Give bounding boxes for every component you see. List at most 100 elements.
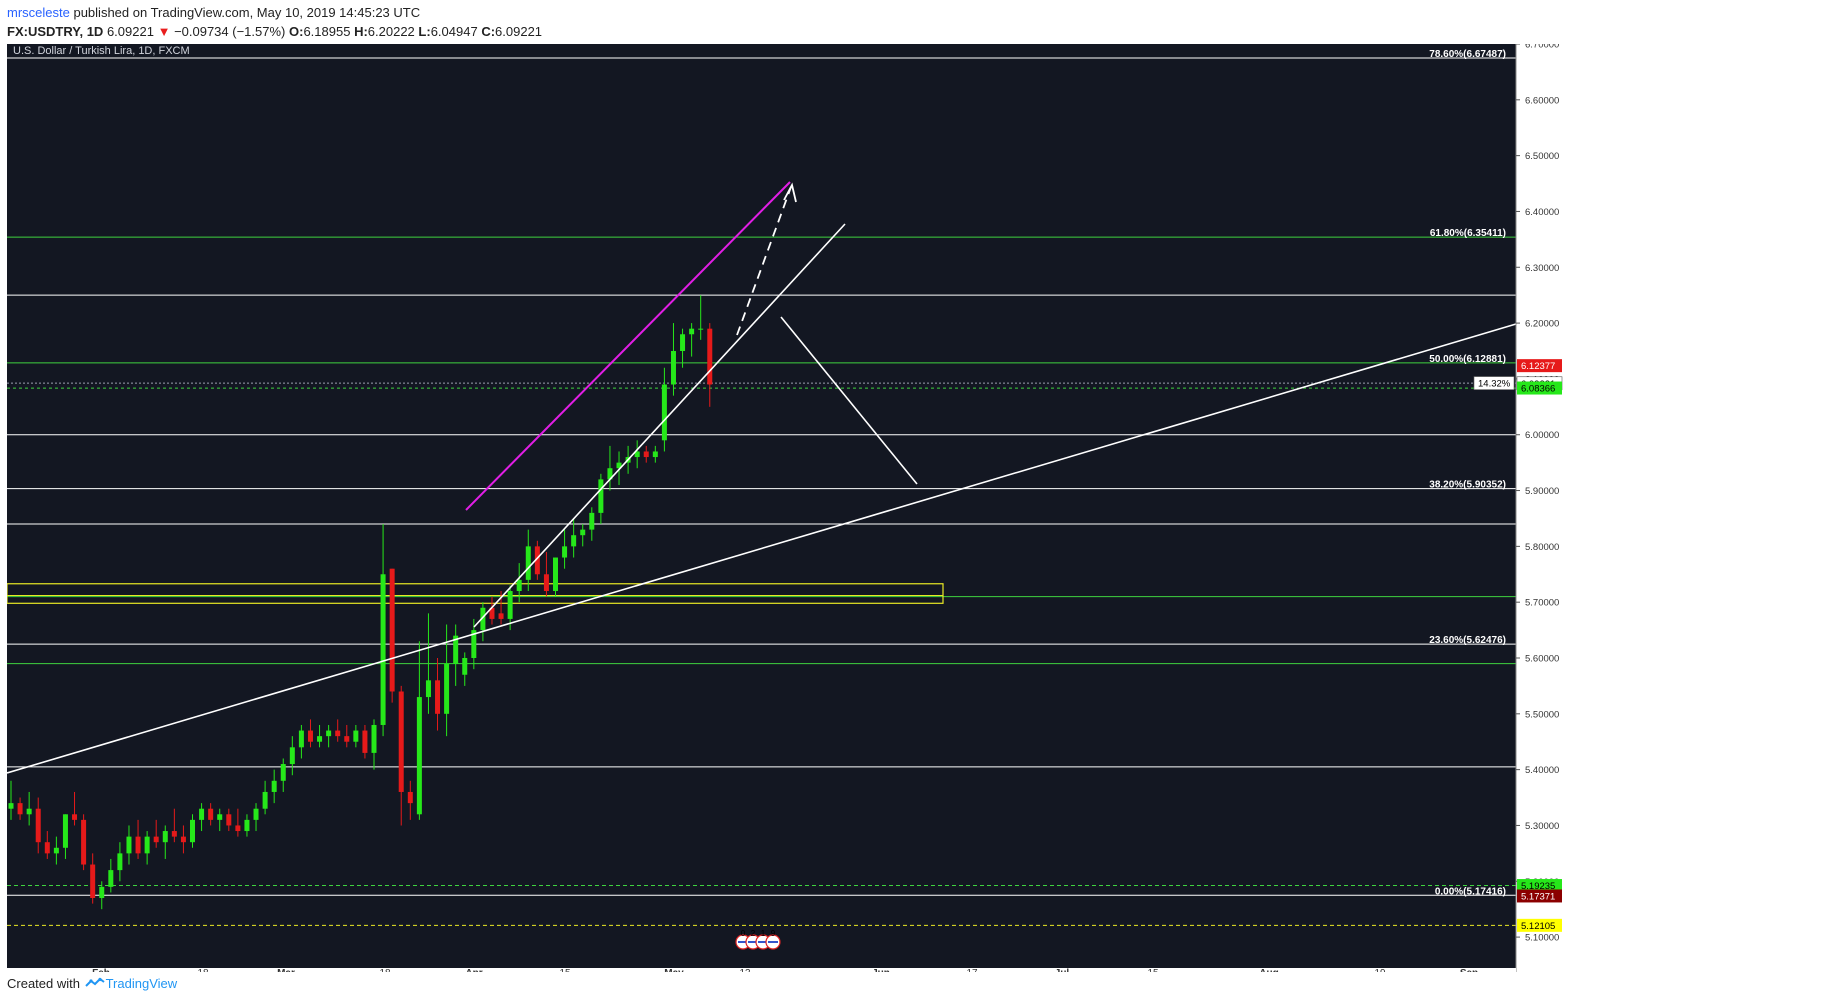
candle-body — [389, 568, 395, 692]
price-tag: 5.12105 — [1517, 918, 1562, 932]
candle-body — [435, 680, 441, 714]
y-tick-label: 6.00000 — [1525, 430, 1559, 441]
candle-body — [698, 328, 704, 330]
y-tick-label: 5.10000 — [1525, 933, 1559, 944]
candle-body — [425, 680, 431, 698]
price-tag-box — [1517, 889, 1562, 903]
price-tag: 6.08366 — [1517, 381, 1562, 395]
candle — [607, 445, 613, 491]
candle — [462, 652, 468, 686]
tradingview-logo-icon — [84, 977, 105, 987]
candle — [543, 551, 549, 597]
fib-level-label: 50.00%(6.12881) — [1429, 354, 1506, 365]
price-tag: 5.19235 — [1517, 879, 1562, 893]
candle — [380, 524, 386, 737]
candle — [253, 803, 259, 832]
close-label: C: — [481, 24, 496, 39]
candle-body — [507, 591, 513, 619]
fib-level-label: 23.60%(5.62476) — [1429, 635, 1506, 646]
candle — [598, 473, 604, 525]
arrow-head-icon — [783, 182, 797, 203]
candle-body — [580, 529, 586, 536]
candle-body — [126, 836, 132, 854]
candle — [616, 451, 622, 485]
candle — [435, 658, 441, 731]
y-tick-label: 5.40000 — [1525, 765, 1559, 776]
candle-body — [689, 328, 695, 335]
fib-level-label: 38.20%(5.90352) — [1429, 480, 1506, 491]
y-tick-label: 5.90000 — [1525, 486, 1559, 497]
candle-body — [81, 819, 87, 865]
y-tick-label: 6.50000 — [1525, 151, 1559, 162]
x-tick-label: 17 — [966, 968, 978, 972]
channel-support-trendline — [473, 223, 846, 628]
long-support-trendline — [7, 323, 1517, 774]
price-tag-label: 5.12105 — [1521, 921, 1555, 932]
percent-tag-label: 14.32% — [1478, 379, 1511, 390]
candle — [226, 808, 232, 832]
author-link[interactable]: mrsceleste — [7, 5, 70, 20]
candle — [698, 295, 704, 340]
event-badge-count: 1 — [761, 929, 766, 938]
candle-body — [362, 730, 368, 753]
price-chart[interactable]: U.S. Dollar / Turkish Lira, 1D, FXCM 78.6… — [7, 44, 1840, 972]
projected-down-path — [780, 316, 918, 485]
candle-body — [162, 831, 168, 843]
event-badge-count: 2 — [751, 929, 756, 938]
fib-level-label: 78.60%(6.67487) — [1429, 49, 1506, 60]
candle — [8, 780, 14, 820]
event-badge-count: 0 — [741, 929, 746, 938]
candle — [180, 825, 186, 854]
candle — [44, 831, 50, 859]
x-tick-label: Jul — [1055, 968, 1070, 972]
candle-body — [471, 630, 477, 658]
candle — [480, 602, 486, 642]
x-tick-label: 18 — [197, 968, 209, 972]
price-tag-box — [1517, 359, 1562, 373]
candle-body — [135, 836, 141, 854]
candle — [280, 758, 286, 792]
x-tick-label: Mar — [277, 968, 295, 972]
candle-body — [44, 842, 50, 854]
candle-body — [62, 814, 68, 848]
chart-header: mrsceleste published on TradingView.com,… — [0, 0, 1840, 44]
candle — [126, 825, 132, 865]
x-tick-label: 15 — [1147, 968, 1159, 972]
x-tick-label: Feb — [92, 968, 110, 972]
x-tick-label: Aug — [1259, 968, 1278, 972]
open-value: 6.18955 — [303, 24, 351, 39]
event-badge-icon: 9 — [765, 929, 781, 950]
footer: Created with TradingView — [7, 976, 177, 1000]
candle-body — [571, 535, 577, 547]
candle — [362, 724, 368, 759]
candle-body — [407, 791, 413, 804]
candle — [262, 780, 268, 815]
candle — [90, 853, 96, 904]
candle — [317, 724, 323, 748]
price-tag-box — [1517, 879, 1562, 893]
candle — [162, 825, 168, 859]
candle — [580, 524, 586, 547]
candle — [571, 518, 577, 558]
price-tag-label: 5.19235 — [1521, 881, 1555, 892]
candle-body — [444, 663, 450, 714]
x-tick-label: May — [664, 968, 684, 972]
tradingview-link[interactable]: TradingView — [105, 976, 178, 991]
candle — [144, 831, 150, 865]
publish-info: mrsceleste published on TradingView.com,… — [7, 5, 420, 20]
chart-area[interactable]: U.S. Dollar / Turkish Lira, 1D, FXCM 78.6… — [7, 44, 1840, 972]
candle — [298, 724, 304, 759]
candle — [689, 323, 695, 357]
candle-body — [53, 847, 59, 854]
candle — [17, 797, 23, 820]
candle-body — [562, 546, 568, 558]
candle-body — [289, 747, 295, 765]
candle-body — [226, 814, 232, 826]
candle-body — [553, 557, 558, 592]
candle-body — [525, 546, 531, 580]
low-value: 6.04947 — [430, 24, 478, 39]
candle — [562, 529, 568, 569]
candle-body — [498, 613, 504, 619]
candle — [643, 445, 649, 463]
candle — [72, 791, 78, 826]
